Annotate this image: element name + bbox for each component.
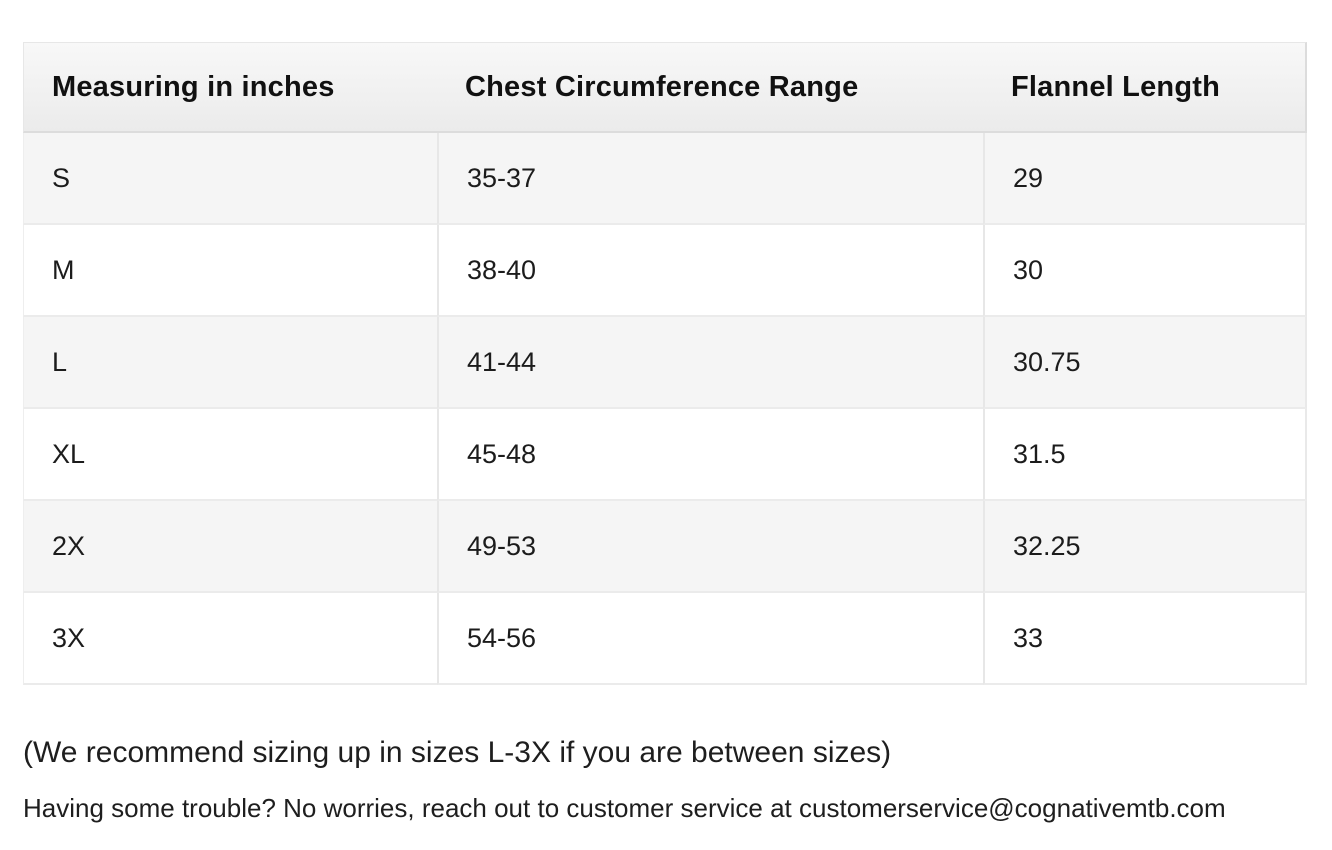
length-cell: 33	[983, 593, 1307, 685]
size-cell: 2X	[23, 501, 437, 593]
length-cell: 29	[983, 133, 1307, 225]
chest-cell: 45-48	[437, 409, 983, 501]
customer-service-note: Having some trouble? No worries, reach o…	[23, 793, 1226, 824]
size-cell: M	[23, 225, 437, 317]
column-header-chest: Chest Circumference Range	[437, 42, 983, 133]
sizing-recommendation-note: (We recommend sizing up in sizes L-3X if…	[23, 736, 892, 769]
table-row-xl: XL 45-48 31.5	[23, 409, 1307, 501]
length-cell: 30.75	[983, 317, 1307, 409]
header-row: Measuring in inches Chest Circumference …	[23, 42, 1307, 133]
chest-cell: 49-53	[437, 501, 983, 593]
chest-cell: 41-44	[437, 317, 983, 409]
table-row-l: L 41-44 30.75	[23, 317, 1307, 409]
length-cell: 31.5	[983, 409, 1307, 501]
table-row-s: S 35-37 29	[23, 133, 1307, 225]
length-cell: 32.25	[983, 501, 1307, 593]
chest-cell: 54-56	[437, 593, 983, 685]
size-cell: L	[23, 317, 437, 409]
chest-cell: 38-40	[437, 225, 983, 317]
column-header-length: Flannel Length	[983, 42, 1307, 133]
customer-service-text: Having some trouble? No worries, reach o…	[23, 793, 800, 823]
size-cell: 3X	[23, 593, 437, 685]
length-cell: 30	[983, 225, 1307, 317]
size-chart-header: Measuring in inches Chest Circumference …	[23, 42, 1307, 133]
table-row-m: M 38-40 30	[23, 225, 1307, 317]
size-cell: XL	[23, 409, 437, 501]
customer-service-email: customerservice@cognativemtb.com	[799, 793, 1226, 823]
table-row-2x: 2X 49-53 32.25	[23, 501, 1307, 593]
size-chart-body: S 35-37 29 M 38-40 30 L 41-44 30.75 XL 4…	[23, 133, 1307, 685]
size-chart-table: Measuring in inches Chest Circumference …	[23, 42, 1307, 685]
size-chart-container: Measuring in inches Chest Circumference …	[23, 42, 1307, 685]
chest-cell: 35-37	[437, 133, 983, 225]
column-header-measuring: Measuring in inches	[23, 42, 437, 133]
table-row-3x: 3X 54-56 33	[23, 593, 1307, 685]
size-cell: S	[23, 133, 437, 225]
